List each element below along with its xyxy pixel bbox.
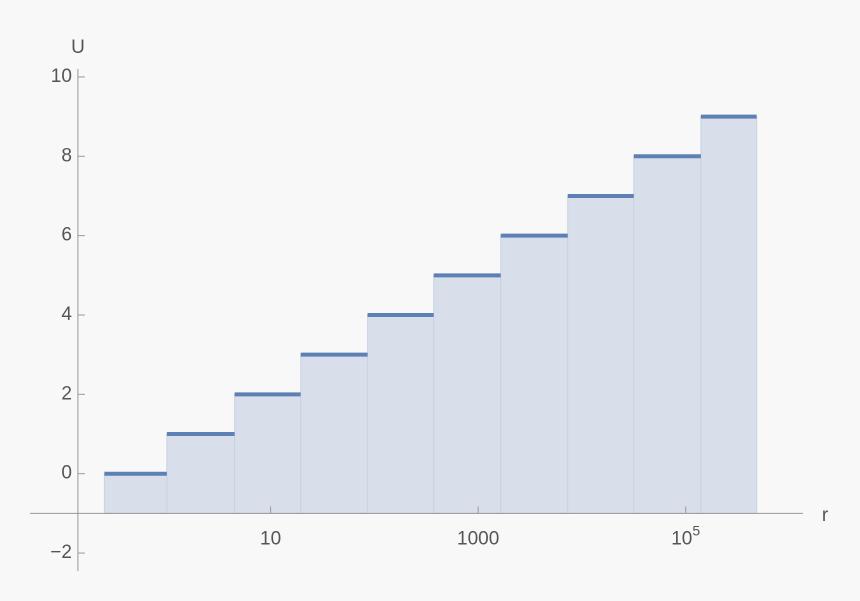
step-fill	[500, 235, 569, 514]
step-fill	[103, 473, 168, 514]
step-fill	[433, 274, 502, 514]
step-fill	[700, 116, 758, 514]
x-tick-label: 105	[671, 522, 700, 549]
x-tick-label-base: 10	[260, 528, 281, 549]
step-fill	[367, 314, 435, 514]
x-tick-label-exponent: 5	[692, 522, 700, 538]
y-tick-label: 6	[61, 225, 72, 246]
step-fill	[166, 433, 236, 514]
x-tick-label: 10	[260, 528, 281, 549]
y-axis-label: U	[71, 37, 85, 58]
step-fill	[567, 195, 635, 514]
step-fill	[300, 354, 369, 514]
y-tick-label: 10	[51, 66, 72, 87]
x-tick-label-base: 10	[671, 528, 692, 549]
x-tick-label: 1000	[457, 528, 499, 549]
y-tick-label: 8	[61, 145, 72, 166]
y-tick-label: 2	[61, 383, 72, 404]
y-tick-label: −2	[50, 542, 72, 563]
y-tick-label: 4	[61, 304, 72, 325]
step-fill	[234, 393, 302, 514]
x-tick-label-base: 1000	[457, 528, 499, 549]
y-tick-label: 0	[61, 463, 72, 484]
x-axis-label: r	[822, 505, 829, 526]
step-fill	[633, 155, 702, 514]
